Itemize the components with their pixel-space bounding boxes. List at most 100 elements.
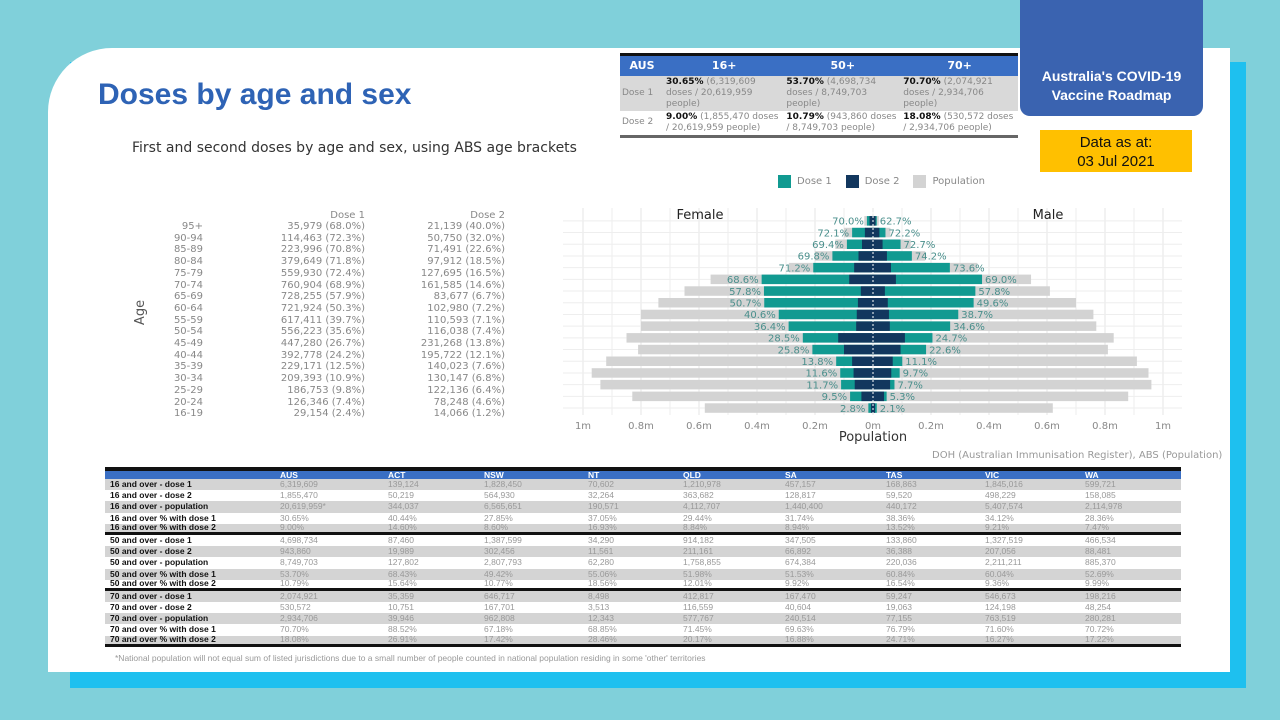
table-row: 70 and over % with dose 1 70.70% 88.52% 67.… <box>105 624 1181 635</box>
age-label: 35-39 <box>173 361 203 373</box>
female-dose2-bar <box>838 333 873 343</box>
male-dose1-bar <box>873 251 912 261</box>
cell-value: 62,280 <box>588 557 614 568</box>
cell-value: 530,572 <box>280 602 311 613</box>
dose1-header: Dose 1 <box>330 210 365 221</box>
age-label: 95+ <box>181 221 203 232</box>
x-tick-label: 1m <box>575 421 591 432</box>
cell-value: 3,513 <box>588 602 610 613</box>
male-population-bar <box>873 368 1149 378</box>
cell-value: 347,505 <box>785 534 816 545</box>
cell-value: 124,198 <box>985 602 1016 613</box>
male-dose2-bar <box>873 251 887 261</box>
female-dose1-pct-label: 36.4% <box>754 322 786 333</box>
male-dose2-bar <box>873 379 891 390</box>
cell-value: 8,498 <box>588 590 610 601</box>
dose1-value: 209,393 (10.9%) <box>280 373 365 385</box>
x-tick-label: 0.8m <box>1092 421 1118 432</box>
male-dose1-pct-label: 72.7% <box>904 240 936 251</box>
summary-cell: 18.08% (530,572 doses / 2,934,706 people… <box>903 111 1014 133</box>
banner-line-2: Vaccine Roadmap <box>1051 87 1172 103</box>
cell-value: 35,359 <box>388 590 414 601</box>
male-population-bar <box>873 321 1097 331</box>
female-dose1-pct-label: 28.5% <box>768 334 800 345</box>
cell-value: 4,698,734 <box>280 534 318 545</box>
dose2-value: 130,147 (6.8%) <box>427 373 505 385</box>
cell-value: 38.36% <box>886 512 915 523</box>
cell-value: 9.92% <box>785 578 810 589</box>
cell-value: 4,112,707 <box>683 501 721 512</box>
cell-value: 30.65% <box>280 512 309 523</box>
cell-value: 70,602 <box>588 479 614 489</box>
cell-value: 599,721 <box>1085 479 1116 489</box>
age-label: 30-34 <box>173 373 203 385</box>
cell-value: 55.06% <box>588 568 617 579</box>
cell-value: 40.44% <box>388 512 417 523</box>
female-dose2-bar <box>856 321 873 331</box>
male-population-bar <box>873 298 1076 308</box>
cell-value: TAS <box>886 470 903 480</box>
page-title: Doses by age and sex <box>98 78 412 111</box>
summary-table: AUS 16+ 50+ 70+ Dose 1 30.65% (6,319,609… <box>620 53 1018 138</box>
table-row: 50 and over - dose 1 4,698,734 87,460 1,387… <box>105 535 1181 546</box>
table-row: 50 and over - population 8,749,703 127,802… <box>105 557 1181 568</box>
age-label: 60-64 <box>173 302 203 314</box>
panel-label-male: Male <box>1033 208 1064 223</box>
cell-value: 52.69% <box>1085 568 1114 579</box>
cell-value: 133,860 <box>886 534 917 545</box>
cell-value: 139,124 <box>388 479 419 489</box>
female-dose1-pct-label: 11.7% <box>806 380 838 391</box>
female-dose2-bar <box>861 239 873 249</box>
age-label: 85-89 <box>173 244 203 256</box>
cell-value: 19,989 <box>388 546 414 557</box>
dose1-value: 229,171 (12.5%) <box>280 361 365 373</box>
cell-value: 60.84% <box>886 568 915 579</box>
cell-value: 70.72% <box>1085 624 1114 635</box>
female-dose1-pct-label: 40.6% <box>744 310 776 321</box>
cell-value: 10.77% <box>484 578 513 589</box>
female-dose1-bar <box>832 251 873 261</box>
table-row: 70 and over - dose 2 530,572 10,751 167,701… <box>105 602 1181 613</box>
cell-value: 498,229 <box>985 490 1016 501</box>
cell-value: 70.70% <box>280 624 309 635</box>
dose1-value: 760,904 (68.9%) <box>280 279 365 291</box>
cell-value: 17.22% <box>1085 634 1114 645</box>
cell-value: 1,210,978 <box>683 479 721 489</box>
female-dose2-bar <box>854 262 873 273</box>
female-dose2-bar <box>864 227 873 238</box>
cell-value: 207,056 <box>985 546 1016 557</box>
female-dose1-bar <box>868 403 873 413</box>
cell-value: AUS <box>280 470 298 480</box>
table-row: 50 and over % with dose 1 53.70% 68.43% 49.… <box>105 568 1181 580</box>
male-dose1-pct-label: 24.7% <box>935 334 967 345</box>
legend-label: Dose 2 <box>864 176 900 187</box>
dose1-value: 29,154 (2.4%) <box>293 408 365 420</box>
cell-value: 280,281 <box>1085 613 1116 624</box>
cell-value: 546,673 <box>985 590 1016 601</box>
dose1-value: 114,463 (72.3%) <box>280 232 365 244</box>
male-dose1-bar <box>873 298 974 308</box>
summary-row-label: Dose 2 <box>622 117 654 127</box>
cell-value: 128,817 <box>785 490 816 501</box>
row-label: 50 and over - population <box>110 557 209 568</box>
male-dose2-bar <box>873 286 885 296</box>
female-dose2-bar <box>869 216 873 226</box>
male-dose2-bar <box>873 356 893 366</box>
female-dose1-pct-label: 9.5% <box>822 392 847 403</box>
female-dose1-pct-label: 57.8% <box>729 287 761 298</box>
female-population-bar <box>600 379 873 390</box>
cell-value: 457,157 <box>785 479 816 489</box>
cell-value: 240,514 <box>785 613 816 624</box>
cell-value: 20,619,959* <box>280 501 326 512</box>
cell-value: 17.42% <box>484 634 513 645</box>
cell-value: 39,946 <box>388 613 414 624</box>
summary-header-cell: AUS <box>620 54 664 76</box>
male-dose1-pct-label: 2.1% <box>880 404 905 415</box>
female-population-bar <box>641 309 873 320</box>
row-label: 50 and over - dose 2 <box>110 546 192 557</box>
cell-value: 16.88% <box>785 634 814 645</box>
male-dose2-bar <box>873 333 905 343</box>
cell-value: 16.54% <box>886 578 915 589</box>
age-label: 65-69 <box>173 291 203 303</box>
male-dose2-bar <box>873 216 876 226</box>
